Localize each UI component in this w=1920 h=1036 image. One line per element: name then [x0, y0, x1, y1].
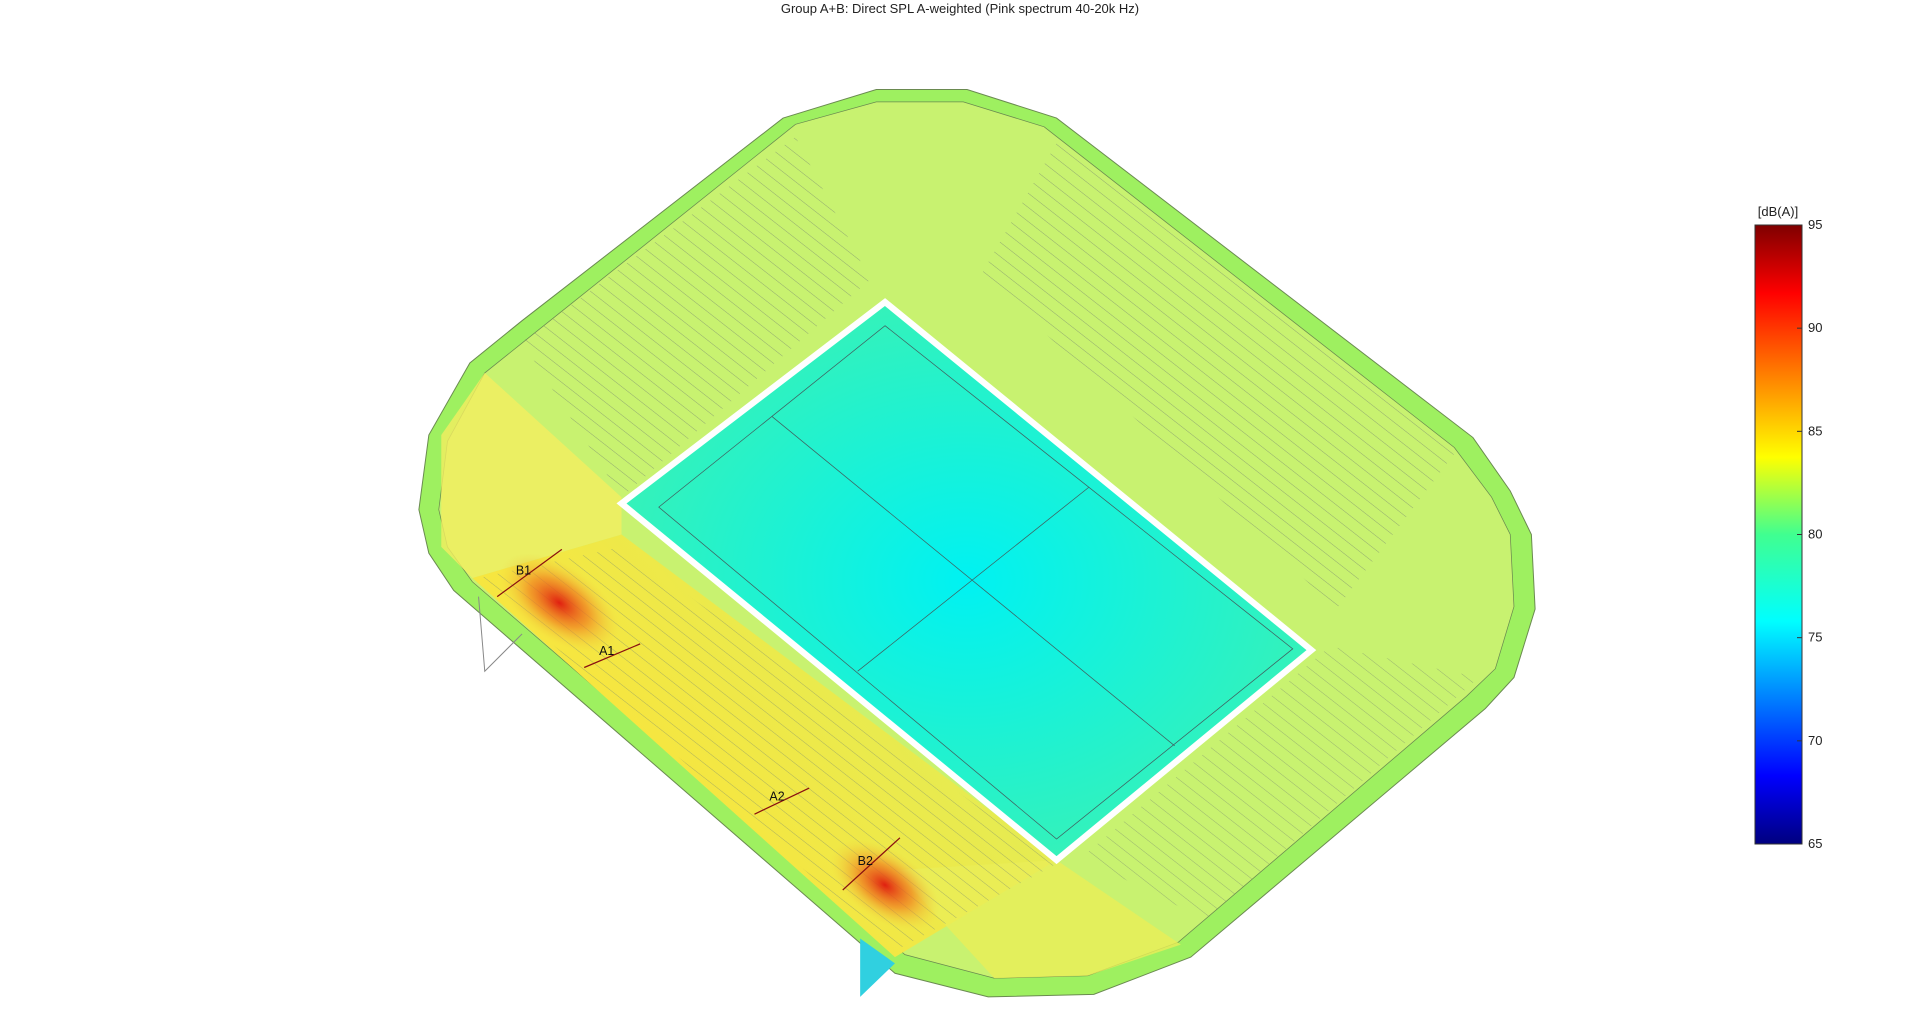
pitch-line [857, 486, 1090, 672]
stand-rows [1081, 646, 1480, 920]
stand-rows [478, 546, 1057, 951]
support [860, 938, 895, 997]
pitch-line [771, 416, 1175, 747]
speaker-aim [496, 548, 563, 598]
stadium: B1 A1 A2 B2 [418, 88, 1536, 998]
tick-label: 65 [1808, 836, 1822, 851]
speaker-label: B2 [858, 854, 873, 868]
speaker-aim [842, 837, 901, 891]
stand-rows [981, 142, 1455, 610]
corner-stand [441, 372, 622, 578]
stand-rows [522, 136, 871, 498]
tick-label: 90 [1808, 320, 1822, 335]
colorbar-label: [dB(A)] [1758, 204, 1798, 219]
speaker-label: A1 [599, 644, 614, 658]
colorbar: [dB(A)] 65 70 75 80 85 90 95 [1754, 204, 1822, 851]
pitch-lines [658, 325, 1294, 840]
colorbar-scale [1754, 224, 1803, 845]
hot-spot [830, 839, 940, 931]
speaker-aim [754, 787, 810, 815]
plot-title: Group A+B: Direct SPL A-weighted (Pink s… [781, 1, 1139, 16]
speaker-label: B1 [516, 563, 531, 577]
tick-label: 95 [1808, 217, 1822, 232]
speaker-label: A2 [769, 789, 784, 803]
hot-spot [499, 553, 620, 653]
tick-label: 85 [1808, 423, 1822, 438]
support [478, 596, 523, 673]
speaker-aim [583, 643, 641, 669]
tick-label: 75 [1808, 630, 1822, 645]
tick-label: 70 [1808, 733, 1822, 748]
tick-label: 80 [1808, 527, 1822, 542]
pitch [616, 298, 1317, 865]
